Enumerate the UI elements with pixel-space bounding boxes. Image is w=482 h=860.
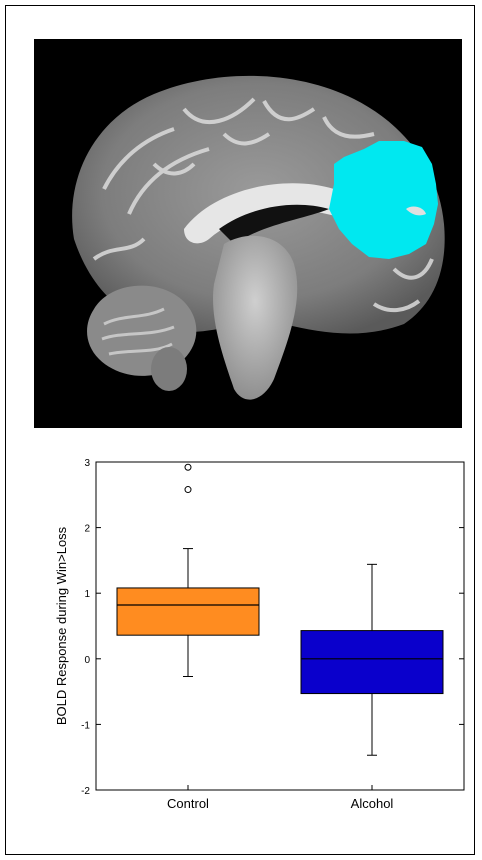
box-control [116, 587, 260, 636]
boxplot-svg: BOLD Response during Win>Loss -2 -1 0 1 2 3 C… [54, 458, 465, 811]
y-tick-label: -1 [81, 720, 90, 731]
outlier-point [184, 486, 192, 494]
sagittal-brain-image [34, 39, 462, 428]
gyri-pattern [92, 97, 434, 313]
y-tick-label: 2 [84, 524, 90, 535]
x-axis-ticks: Control Alcohol [167, 785, 393, 811]
y-tick-label: 3 [84, 458, 90, 469]
x-tick-label: Control [167, 796, 209, 811]
y-axis-label: BOLD Response during Win>Loss [54, 526, 69, 725]
corpus-callosum [184, 183, 351, 244]
y-tick-label: 1 [84, 589, 90, 600]
brainstem [213, 235, 298, 400]
y-tick-label: -2 [81, 786, 90, 797]
boxplot-chart: BOLD Response during Win>Loss -2 -1 0 1 2 3 C… [0, 440, 482, 840]
y-axis-ticks: -2 -1 0 1 2 3 [81, 458, 464, 797]
outlier-point [184, 463, 192, 471]
x-tick-label: Alcohol [351, 796, 394, 811]
boxes-group [116, 463, 444, 756]
box-alcohol [300, 630, 444, 695]
roi-highlight [329, 141, 438, 259]
y-tick-label: 0 [84, 655, 90, 666]
plot-frame [95, 461, 465, 791]
brain-mri-panel [34, 39, 462, 428]
